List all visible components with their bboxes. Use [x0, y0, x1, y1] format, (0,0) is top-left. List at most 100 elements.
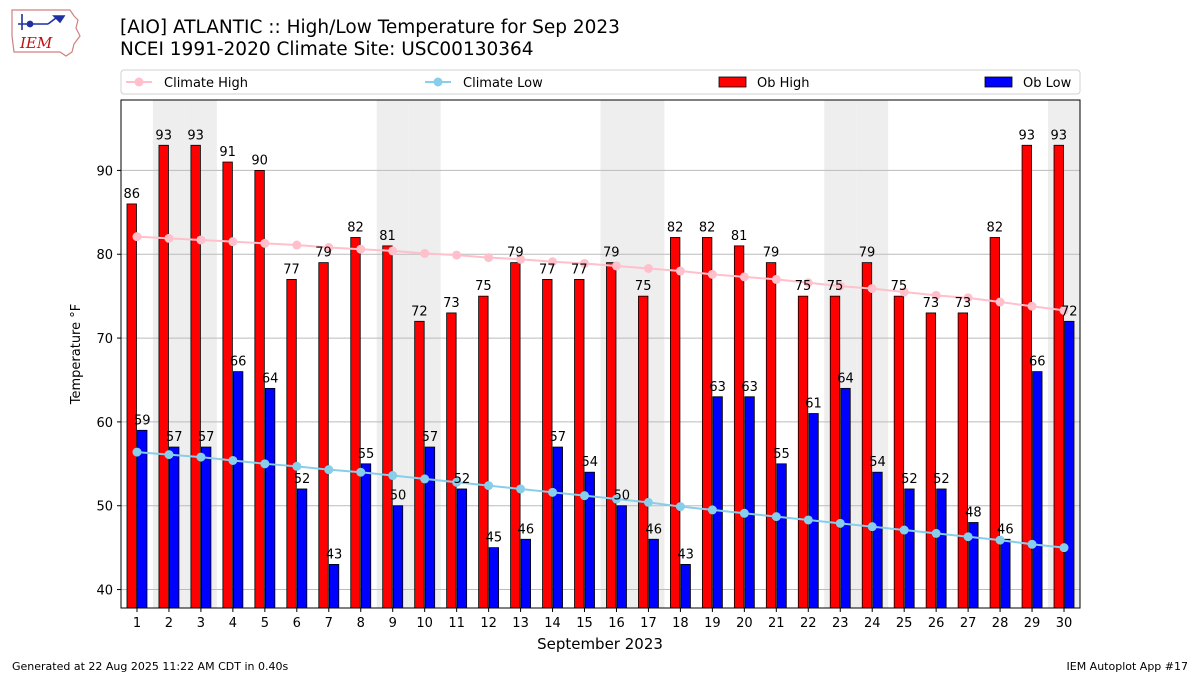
ob-high-label: 73 [955, 296, 972, 311]
ob-high-label: 75 [475, 279, 492, 294]
ob-high-bar [574, 278, 585, 609]
x-tick-label: 21 [768, 616, 785, 631]
ob-low-bar [392, 505, 404, 609]
weekend-band [856, 100, 889, 608]
ob-low-label: 64 [837, 371, 854, 386]
ob-high-bar [861, 262, 873, 609]
footer-generated: Generated at 22 Aug 2025 11:22 AM CDT in… [12, 660, 289, 673]
ob-low-label: 57 [166, 430, 183, 445]
ob-low-label: 59 [134, 413, 151, 428]
ob-high-label: 93 [1019, 128, 1036, 143]
climate-low-point [771, 512, 781, 522]
x-tick-label: 14 [544, 616, 561, 631]
legend-label-ob-high: Ob High [757, 76, 810, 91]
footer-app: IEM Autoplot App #17 [1066, 660, 1189, 673]
climate-high-point [707, 269, 717, 279]
ob-low-label: 50 [390, 489, 407, 504]
ob-high-label: 81 [731, 229, 748, 244]
climate-low-point [484, 481, 494, 491]
weekend-band [152, 100, 185, 608]
ob-low-bar [328, 564, 340, 609]
x-tick-label: 20 [736, 616, 753, 631]
ob-high-bar [510, 262, 521, 609]
x-tick-label: 25 [896, 616, 913, 631]
climate-low-point [675, 502, 685, 512]
ob-low-bar [712, 396, 723, 609]
ob-low-label: 50 [613, 489, 630, 504]
ob-low-bar [232, 371, 244, 609]
ob-low-bar [744, 396, 755, 609]
climate-high-point [771, 274, 781, 284]
ob-high-bar [606, 262, 617, 609]
ob-high-bar [797, 295, 809, 609]
ob-high-bar [1053, 144, 1064, 609]
ob-low-bar [137, 429, 148, 609]
climate-high-point [324, 243, 334, 253]
ob-high-label: 79 [763, 246, 780, 261]
climate-high-point [420, 248, 430, 258]
x-tick-label: 11 [448, 616, 465, 631]
x-tick-label: 7 [325, 616, 333, 631]
x-tick-label: 24 [864, 616, 881, 631]
ob-low-bar [424, 446, 436, 609]
ob-low-bar [1064, 320, 1075, 609]
ob-high-label: 82 [987, 220, 1004, 235]
ob-high-bar [350, 237, 361, 609]
climate-high-point [388, 246, 398, 256]
climate-high-point [356, 244, 366, 254]
ob-low-bar [840, 387, 851, 609]
ob-high-label: 77 [283, 262, 300, 277]
ob-high-label: 75 [635, 279, 652, 294]
climate-high-point [835, 281, 845, 291]
ob-high-bar [286, 278, 297, 609]
ob-high-bar [701, 237, 713, 609]
x-tick-label: 3 [197, 616, 205, 631]
plot-frame [120, 99, 1081, 609]
ob-high-label: 82 [699, 220, 716, 235]
legend-swatch-ob-low [984, 76, 1013, 88]
ob-low-bar [680, 564, 691, 609]
svg-text:IEM: IEM [19, 34, 53, 52]
x-tick-label: 12 [480, 616, 497, 631]
ob-low-bar [648, 538, 659, 609]
ob-low-label: 63 [709, 380, 726, 395]
climate-low-point [228, 455, 238, 465]
climate-high-point [260, 238, 270, 248]
ob-high-label: 93 [187, 128, 204, 143]
ob-high-bar [1021, 144, 1032, 609]
ob-low-label: 52 [933, 472, 950, 487]
ob-low-label: 43 [326, 547, 343, 562]
ob-low-label: 55 [358, 447, 375, 462]
ob-low-label: 46 [997, 522, 1014, 537]
climate-high-point [484, 253, 494, 263]
climate-high-point [516, 254, 526, 264]
climate-high-point [452, 250, 462, 260]
x-axis-label: September 2023 [537, 635, 663, 653]
climate-high-point [196, 235, 206, 245]
ob-high-label: 81 [379, 229, 396, 244]
climate-high-point [675, 266, 685, 276]
climate-low-point [196, 452, 206, 462]
climate-high-point [548, 257, 558, 267]
ob-high-bar [765, 262, 777, 609]
climate-high-point [164, 233, 174, 243]
ob-high-bar [925, 312, 937, 609]
ob-low-label: 46 [518, 522, 535, 537]
ob-high-label: 82 [667, 220, 684, 235]
ob-high-bar [222, 161, 233, 609]
climate-low-point [548, 487, 558, 497]
x-tick-label: 27 [960, 616, 977, 631]
ob-high-label: 73 [923, 296, 940, 311]
climate-high-point [803, 278, 813, 288]
climate-low-point [867, 522, 877, 532]
legend-box [120, 69, 1081, 95]
ob-high-bar [254, 170, 265, 609]
ob-high-label: 73 [443, 296, 460, 311]
x-tick-label: 30 [1056, 616, 1073, 631]
ob-low-label: 63 [741, 380, 758, 395]
iem-logo: IEM [11, 9, 81, 57]
ob-high-bar [957, 312, 969, 609]
climate-low-point [643, 497, 653, 507]
ob-high-label: 82 [347, 220, 364, 235]
